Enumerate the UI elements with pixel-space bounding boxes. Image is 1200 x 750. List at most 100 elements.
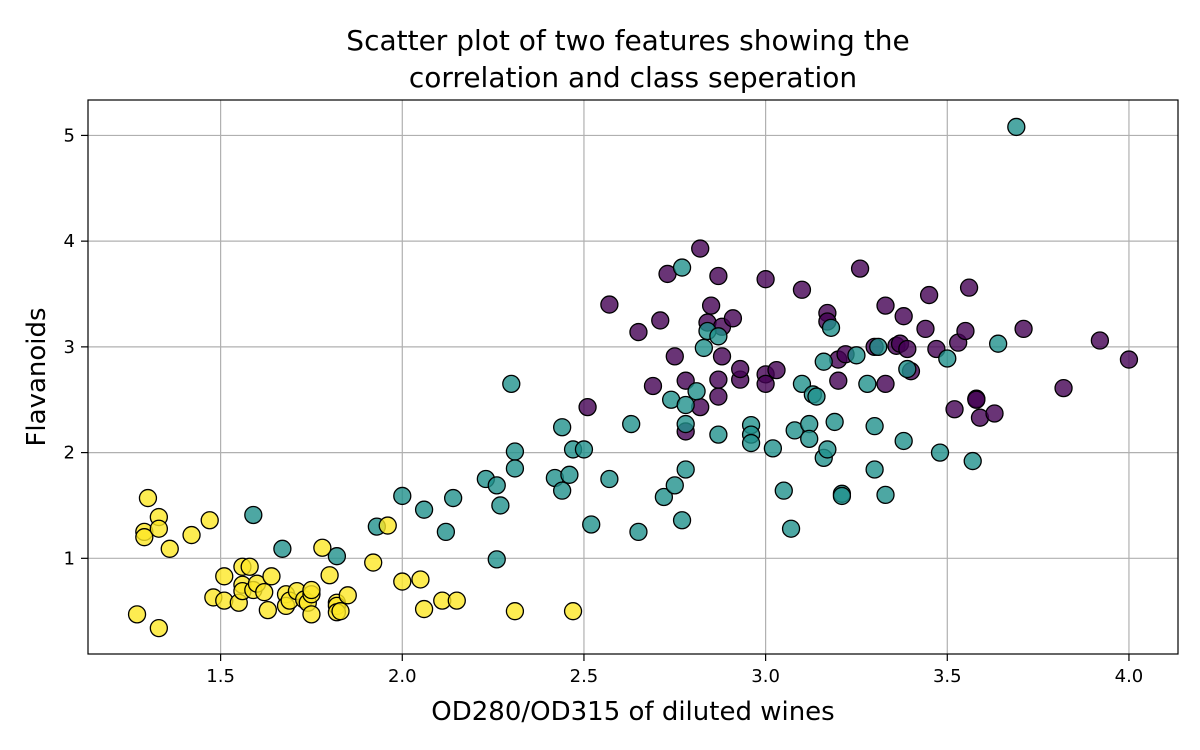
data-point-class-1 xyxy=(676,395,695,415)
data-point-class-1 xyxy=(898,359,917,379)
data-point-class-1 xyxy=(774,481,793,500)
data-point-class-1 xyxy=(487,550,506,569)
data-point-class-1 xyxy=(574,440,594,459)
data-point-class-0 xyxy=(665,347,684,366)
data-point-class-0 xyxy=(945,400,964,419)
x-tick-label: 4.0 xyxy=(1115,666,1144,687)
data-point-class-0 xyxy=(709,370,728,389)
data-point-class-2 xyxy=(200,511,219,530)
data-point-class-1 xyxy=(443,488,463,508)
data-point-class-1 xyxy=(800,429,819,448)
data-point-class-1 xyxy=(553,418,572,437)
data-point-class-0 xyxy=(894,307,913,326)
data-point-class-0 xyxy=(919,285,939,305)
data-point-class-0 xyxy=(691,239,710,258)
data-point-class-2 xyxy=(255,583,274,602)
data-point-class-2 xyxy=(364,553,383,572)
data-point-class-2 xyxy=(149,519,169,538)
data-point-class-2 xyxy=(215,567,234,586)
data-point-class-1 xyxy=(676,414,695,434)
data-point-class-1 xyxy=(792,374,812,394)
y-tick-label: 2 xyxy=(64,443,75,464)
data-point-class-1 xyxy=(876,485,895,505)
data-point-class-1 xyxy=(622,414,641,434)
data-point-class-1 xyxy=(814,352,833,371)
data-point-class-1 xyxy=(654,487,674,507)
data-point-class-1 xyxy=(676,460,695,479)
x-tick-label: 3.0 xyxy=(751,666,780,687)
data-point-class-1 xyxy=(487,476,506,495)
data-point-class-0 xyxy=(712,347,732,366)
x-tick-label: 2.0 xyxy=(388,666,417,687)
data-point-class-2 xyxy=(127,605,147,624)
data-point-class-2 xyxy=(378,516,397,535)
data-point-class-1 xyxy=(600,469,619,489)
data-point-class-0 xyxy=(676,371,695,390)
x-tick-label: 1.5 xyxy=(206,666,235,687)
data-point-class-0 xyxy=(959,278,979,297)
data-point-class-0 xyxy=(916,319,935,339)
data-point-class-2 xyxy=(505,602,525,621)
data-point-class-1 xyxy=(327,547,347,566)
data-point-class-0 xyxy=(876,374,895,394)
data-point-class-0 xyxy=(643,376,663,396)
data-point-class-1 xyxy=(989,334,1008,353)
data-point-class-0 xyxy=(578,397,597,417)
data-point-class-0 xyxy=(850,259,870,278)
data-point-class-1 xyxy=(963,451,982,471)
data-point-class-2 xyxy=(563,602,583,621)
data-point-class-1 xyxy=(393,486,412,506)
data-point-class-0 xyxy=(1014,319,1033,339)
data-point-class-0 xyxy=(898,339,917,359)
y-tick-label: 3 xyxy=(64,337,75,358)
data-point-class-2 xyxy=(331,602,350,621)
data-point-class-1 xyxy=(763,439,783,458)
data-point-class-2 xyxy=(302,580,321,600)
data-point-class-0 xyxy=(709,387,728,406)
data-point-class-0 xyxy=(1119,350,1139,369)
data-point-class-1 xyxy=(894,431,913,451)
data-point-class-1 xyxy=(1007,117,1026,137)
data-point-class-1 xyxy=(938,349,957,368)
data-point-class-1 xyxy=(665,476,684,495)
data-point-class-2 xyxy=(160,539,179,558)
data-point-class-0 xyxy=(600,295,619,314)
data-point-class-2 xyxy=(414,599,434,619)
data-point-class-2 xyxy=(240,557,259,576)
chart-title-line-1: Scatter plot of two features showing the xyxy=(346,24,909,57)
data-point-class-2 xyxy=(149,618,169,638)
data-points xyxy=(127,117,1139,638)
data-point-class-2 xyxy=(338,586,357,605)
data-point-class-1 xyxy=(709,327,728,346)
data-point-class-1 xyxy=(560,465,579,484)
data-point-class-2 xyxy=(182,525,201,545)
chart-title-line-2: correlation and class seperation xyxy=(409,61,857,94)
data-point-class-1 xyxy=(505,459,525,478)
data-point-class-0 xyxy=(756,270,775,289)
data-point-class-0 xyxy=(723,309,743,328)
data-point-class-2 xyxy=(258,600,278,620)
x-tick-label: 3.5 xyxy=(933,666,962,687)
data-point-class-1 xyxy=(672,258,692,277)
data-point-class-0 xyxy=(876,296,895,315)
data-point-class-0 xyxy=(756,374,775,394)
data-point-class-1 xyxy=(582,515,601,534)
data-point-class-1 xyxy=(629,522,648,542)
data-point-class-1 xyxy=(672,511,692,530)
data-point-class-1 xyxy=(273,539,292,558)
data-point-class-1 xyxy=(847,346,866,365)
plot-frame xyxy=(87,99,1179,655)
data-point-class-1 xyxy=(821,318,841,337)
data-point-class-0 xyxy=(1054,378,1073,398)
data-point-class-0 xyxy=(731,359,750,379)
data-point-class-1 xyxy=(865,460,884,479)
data-point-class-1 xyxy=(414,500,434,519)
data-point-class-2 xyxy=(313,538,332,557)
data-point-class-1 xyxy=(818,440,837,459)
data-point-class-1 xyxy=(825,412,844,432)
y-tick-label: 1 xyxy=(64,548,75,569)
data-point-class-0 xyxy=(967,390,986,409)
data-point-class-2 xyxy=(262,567,281,586)
x-tick-label: 2.5 xyxy=(570,666,599,687)
